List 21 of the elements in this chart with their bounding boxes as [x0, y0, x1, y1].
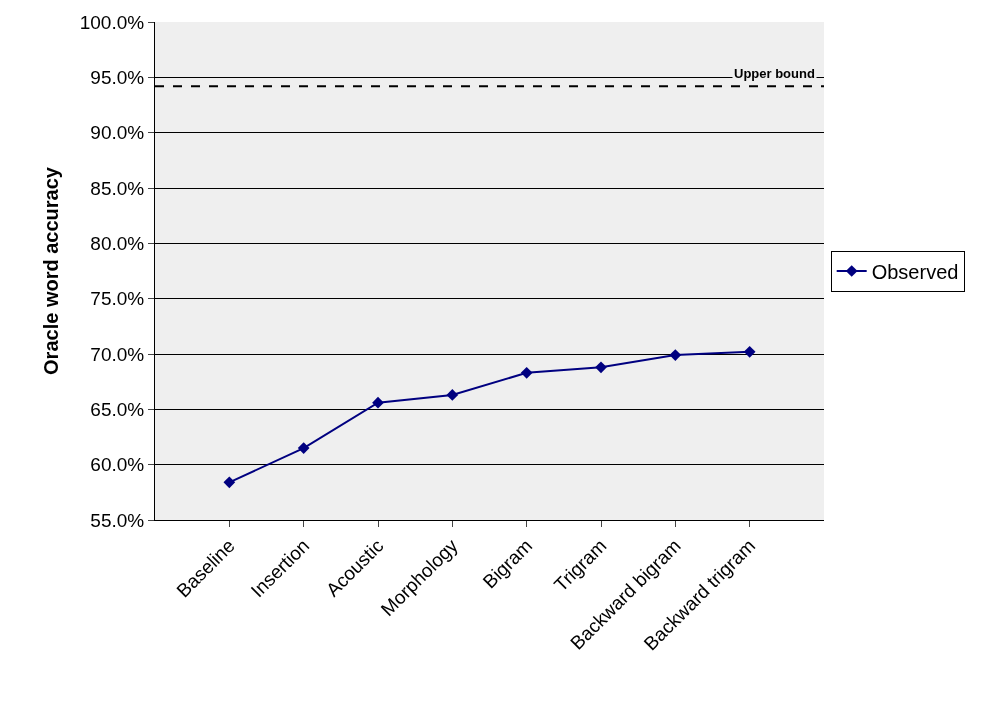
y-tick-label: 100.0%	[79, 11, 145, 33]
y-tick-label: 85.0%	[90, 177, 145, 199]
point	[743, 345, 756, 358]
point	[297, 442, 310, 454]
point	[372, 396, 384, 409]
point	[520, 366, 533, 379]
point	[669, 349, 682, 361]
point	[446, 389, 459, 401]
y-tick-label: 75.0%	[90, 288, 145, 310]
y-tick-label: 55.0%	[90, 509, 145, 531]
y-tick-label: 95.0%	[90, 66, 145, 88]
ref-line-label: Upper bound	[734, 66, 815, 81]
y-tick-label: 70.0%	[90, 343, 145, 365]
y-tick-label: 90.0%	[90, 122, 145, 144]
legend-label: Observed	[871, 260, 959, 283]
y-tick-label: 60.0%	[90, 454, 145, 476]
y-axis-title: Oracle word accuracy	[40, 166, 63, 375]
point	[223, 476, 236, 489]
y-tick-label: 80.0%	[90, 232, 145, 254]
point	[595, 361, 607, 374]
y-tick-label: 65.0%	[90, 398, 145, 420]
